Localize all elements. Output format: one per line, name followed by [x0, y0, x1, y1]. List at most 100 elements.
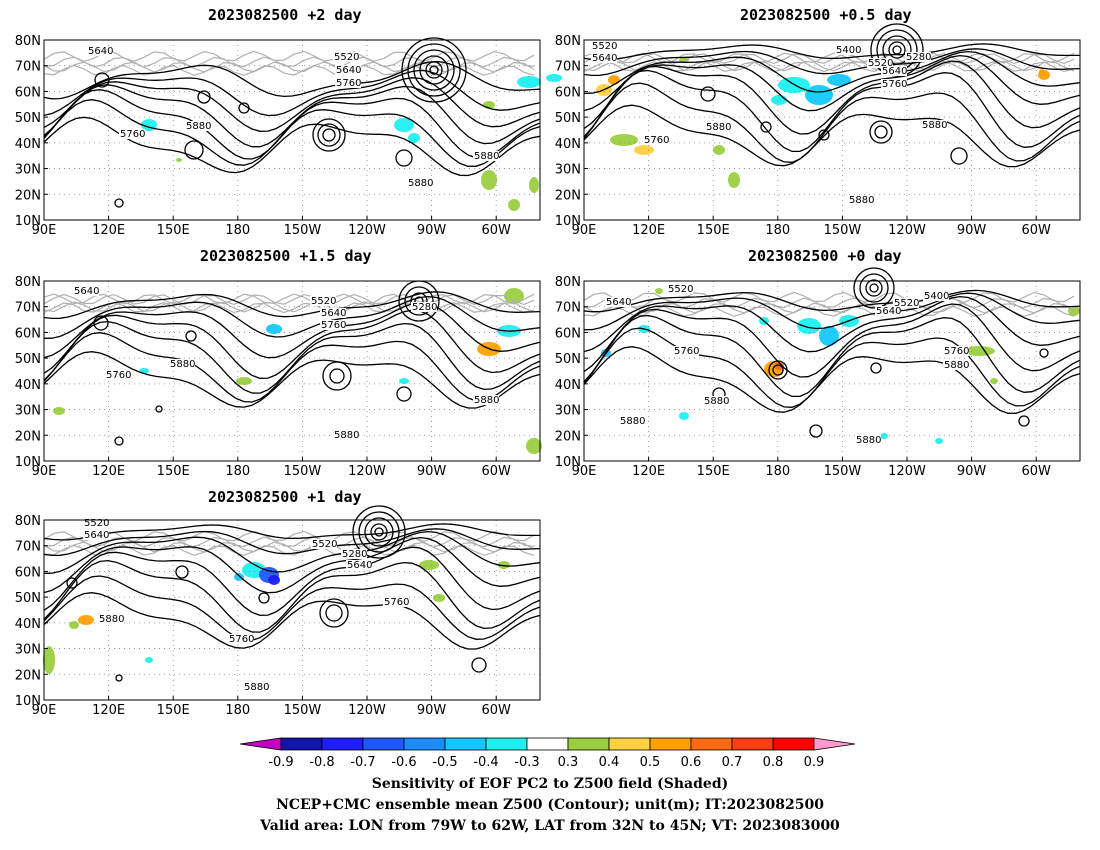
z500-contour [43, 530, 541, 574]
lat-tick-label: 10N [15, 455, 41, 470]
z500-closed-contour [358, 511, 400, 553]
lat-tick-label: 60N [555, 85, 581, 100]
contour-label: 5520 [84, 518, 109, 529]
lat-tick-label: 10N [555, 455, 581, 470]
z500-closed-contour [395, 149, 413, 167]
z500-closed-contour [155, 405, 163, 413]
colorbar-segment [567, 737, 610, 751]
z500-closed-contour [768, 360, 788, 380]
colorbar-segment [321, 737, 364, 751]
panel-title-p2day: 2023082500 +2 day [208, 6, 362, 24]
z500-contour [583, 48, 1081, 77]
z500-contour [583, 303, 1081, 378]
lon-tick-label: 180 [225, 223, 250, 238]
contour-label-bg [473, 151, 499, 161]
contour-label: 5880 [474, 395, 499, 406]
z500-closed-contour [853, 267, 895, 309]
lat-tick-label: 60N [555, 326, 581, 341]
map-frame [43, 39, 541, 221]
lon-tick-label: 60W [1021, 464, 1051, 479]
lat-tick-label: 30N [15, 404, 41, 419]
colorbar-tick-label: -0.4 [473, 755, 498, 770]
map-frame [43, 519, 541, 701]
map-panel-p15day: 56405520564057605280576058805880588080N7… [15, 275, 542, 479]
sensitivity-shade [43, 646, 55, 674]
contour-label: 5880 [856, 435, 881, 446]
z500-closed-contour [175, 565, 189, 579]
sensitivity-shade [498, 561, 510, 569]
contour-label-bg [605, 297, 631, 307]
contour-label-bg [83, 518, 109, 528]
sensitivity-shade [880, 433, 888, 439]
z500-closed-contour [700, 86, 716, 102]
z500-closed-contour [950, 147, 968, 165]
contour-label-bg [169, 359, 195, 369]
lat-tick-label: 30N [555, 404, 581, 419]
sensitivity-shade [504, 288, 524, 304]
contour-label: 5400 [924, 291, 949, 302]
lat-tick-label: 70N [15, 540, 41, 555]
colorbar-tick-label: -0.5 [432, 755, 457, 770]
coastline [583, 52, 1075, 65]
sensitivity-shade [610, 134, 638, 146]
z500-closed-contour [413, 49, 455, 91]
panel-title-p05day: 2023082500 +0.5 day [740, 6, 912, 24]
z500-closed-contour [312, 118, 346, 152]
contour-label-bg [705, 122, 731, 132]
z500-contour [43, 295, 541, 339]
lon-tick-label: 90W [957, 223, 987, 238]
lat-tick-label: 10N [15, 214, 41, 229]
contour-label: 5880 [922, 120, 947, 131]
lon-tick-label: 150W [284, 464, 322, 479]
contour-label: 5640 [321, 308, 346, 319]
colorbar-tick-label: 0.8 [763, 755, 784, 770]
contour-label: 5520 [668, 284, 693, 295]
sensitivity-shade [234, 573, 244, 581]
lon-tick-label: 90E [32, 703, 57, 718]
contour-label-bg [311, 539, 337, 549]
lon-tick-label: 60W [1021, 223, 1051, 238]
z500-closed-contour [66, 577, 78, 589]
lat-tick-label: 50N [555, 111, 581, 126]
lon-tick-label: 60W [481, 703, 511, 718]
lon-tick-label: 120W [888, 464, 926, 479]
sensitivity-shade [728, 172, 740, 188]
contour-label: 5760 [674, 346, 699, 357]
z500-contour [43, 536, 541, 594]
lat-tick-label: 40N [555, 137, 581, 152]
z500-contour [43, 332, 541, 403]
contour-label: 5880 [408, 178, 433, 189]
contour-label-bg [335, 65, 361, 75]
lat-tick-label: 30N [555, 163, 581, 178]
contour-label-bg [881, 79, 907, 89]
z500-closed-contour [404, 286, 434, 316]
lon-tick-label: 120W [348, 223, 386, 238]
contour-label-bg [83, 530, 109, 540]
lon-tick-label: 150E [697, 464, 730, 479]
contour-label: 5880 [170, 359, 195, 370]
contour-label-bg [905, 52, 931, 62]
contour-label-bg [619, 416, 645, 426]
z500-contour [43, 546, 541, 616]
contour-label: 5520 [894, 298, 919, 309]
z500-contour [583, 292, 1081, 331]
z500-contour [43, 592, 541, 650]
contour-label: 5880 [474, 151, 499, 162]
contour-label-bg [98, 614, 124, 624]
z500-closed-contour [185, 330, 197, 342]
z500-closed-contour [869, 283, 879, 293]
lon-tick-label: 90W [417, 703, 447, 718]
contour-label-bg [333, 430, 359, 440]
caption-line-1: Sensitivity of EOF PC2 to Z500 field (Sh… [371, 776, 729, 792]
lat-tick-label: 80N [15, 34, 41, 49]
colorbar-tick-label: 0.5 [640, 755, 661, 770]
contour-label: 5880 [944, 360, 969, 371]
map-panel-p2day: 5640 5520 5640 5760 5760 5880 5880 5880 80N 70N 60… [15, 34, 562, 238]
sensitivity-shade [608, 75, 620, 85]
z500-closed-contour [197, 90, 211, 104]
panel-title-p15day: 2023082500 +1.5 day [200, 247, 372, 265]
contour-label: 5760 [229, 634, 254, 645]
lat-tick-label: 60N [15, 85, 41, 100]
z500-closed-contour [429, 65, 439, 75]
contour-label-bg [73, 286, 99, 296]
